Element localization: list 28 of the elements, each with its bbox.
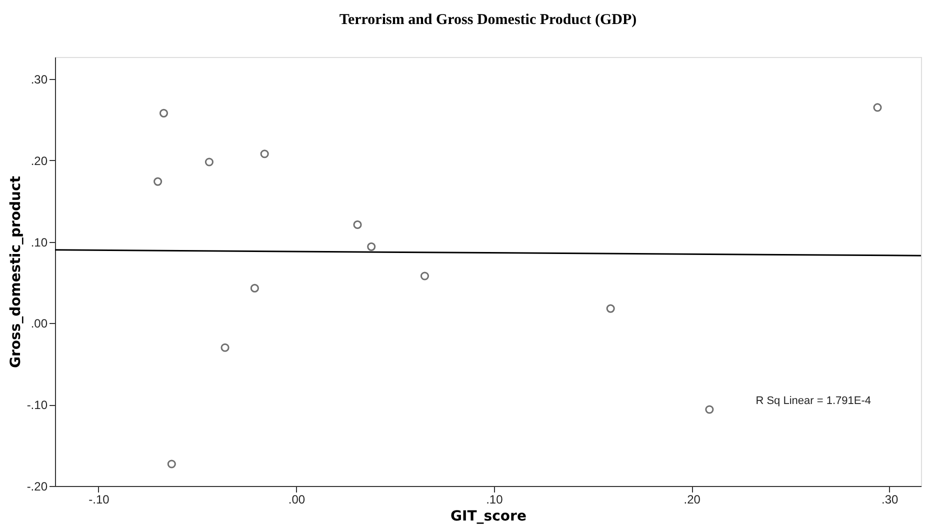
x-tick-label: -.10	[88, 492, 110, 506]
point	[159, 108, 168, 118]
x-tick-label: .20	[684, 492, 701, 506]
y-axis-title: Gross_domestic_product	[8, 176, 24, 368]
y-tick-label: -.10	[26, 398, 48, 412]
point	[420, 272, 430, 280]
point	[367, 242, 376, 251]
y-tick-label: .20	[30, 154, 48, 168]
point	[705, 405, 714, 414]
x-tick-label: .00	[288, 492, 306, 506]
point	[250, 284, 259, 292]
point	[260, 150, 269, 158]
x-tick-label: .30	[882, 492, 899, 506]
point	[154, 177, 162, 186]
y-tick-label: .10	[30, 235, 48, 250]
point	[204, 158, 214, 166]
x-tick-label: .10	[486, 492, 504, 506]
y-tick-label: .00	[30, 316, 48, 331]
y-tick-label: -.20	[26, 480, 48, 494]
point	[353, 220, 362, 229]
point	[220, 343, 230, 352]
point	[873, 103, 882, 112]
point	[606, 304, 615, 313]
chart-title: Terrorism and Gross Domestic Product (GDP)	[339, 12, 637, 28]
x-axis-title: GIT_score	[450, 508, 526, 524]
annotation: R Sq Linear = 1.791E-4	[756, 395, 871, 407]
point	[167, 460, 176, 468]
y-tick-label: .30	[30, 72, 48, 86]
